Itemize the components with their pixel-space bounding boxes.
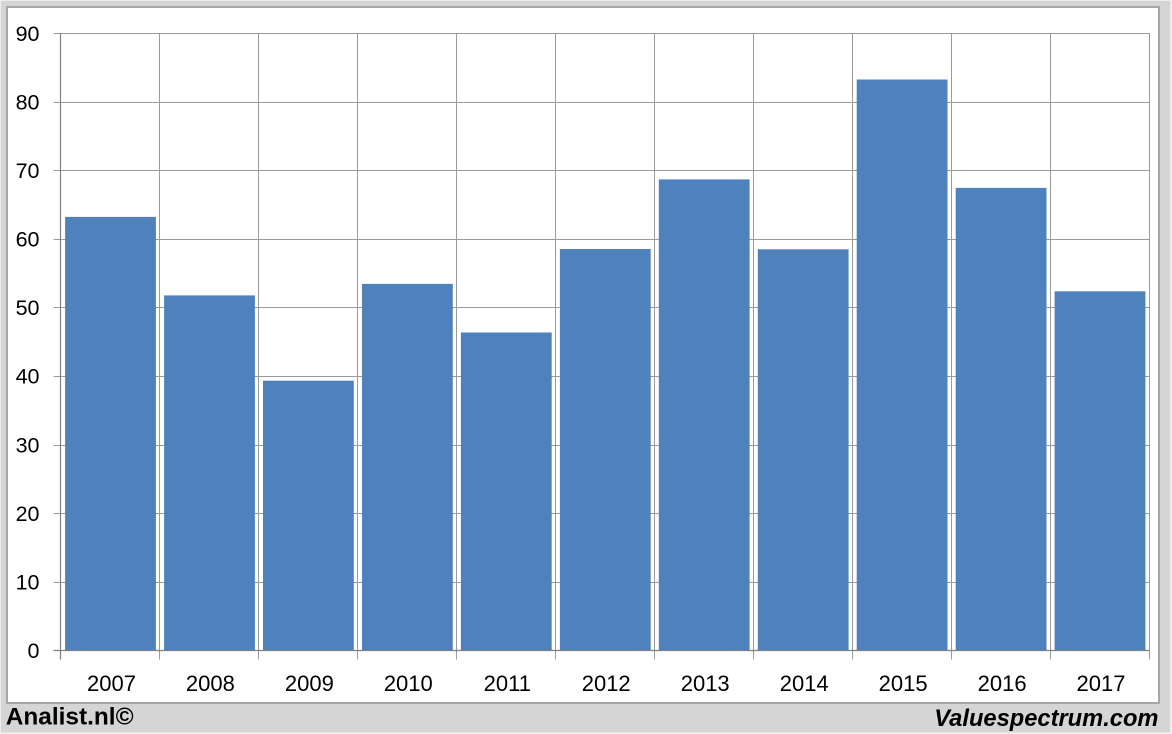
svg-text:2016: 2016 (978, 671, 1027, 696)
svg-text:60: 60 (16, 228, 40, 252)
svg-text:2011: 2011 (484, 671, 531, 696)
svg-text:2014: 2014 (780, 671, 829, 696)
svg-text:40: 40 (16, 365, 40, 389)
svg-text:2015: 2015 (879, 671, 928, 696)
svg-text:50: 50 (16, 296, 40, 320)
svg-text:70: 70 (16, 159, 40, 183)
svg-text:30: 30 (16, 433, 40, 457)
svg-text:0: 0 (28, 639, 40, 663)
svg-text:80: 80 (16, 90, 40, 114)
svg-text:Valuespectrum.com: Valuespectrum.com (934, 706, 1158, 732)
svg-text:20: 20 (16, 502, 40, 526)
svg-text:2013: 2013 (681, 671, 730, 696)
svg-text:2009: 2009 (285, 671, 334, 696)
svg-text:90: 90 (16, 22, 40, 46)
svg-text:2007: 2007 (87, 671, 136, 696)
svg-text:10: 10 (16, 570, 40, 594)
svg-text:2012: 2012 (582, 671, 631, 696)
svg-text:2008: 2008 (186, 671, 235, 696)
svg-text:2017: 2017 (1077, 671, 1126, 696)
svg-text:2010: 2010 (384, 671, 433, 696)
svg-text:Analist.nl©: Analist.nl© (6, 704, 134, 731)
